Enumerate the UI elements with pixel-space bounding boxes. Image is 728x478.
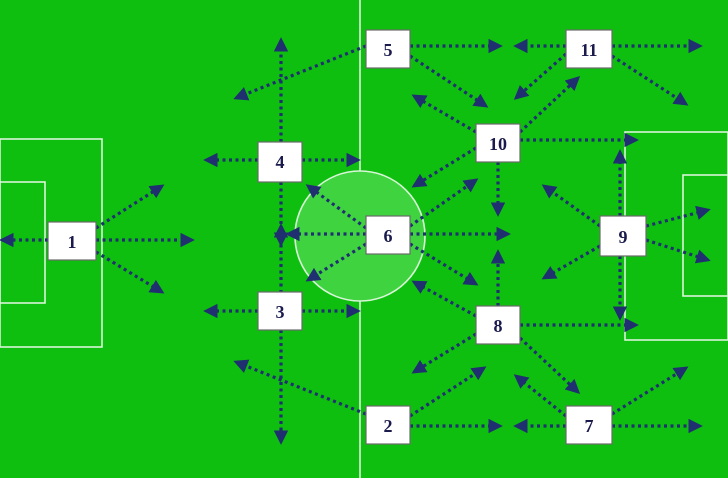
arrow — [645, 205, 711, 228]
player-1-marker: 1 — [47, 221, 97, 261]
player-number: 4 — [276, 152, 285, 172]
player-box — [47, 221, 97, 261]
player-7-marker: 7 — [565, 405, 613, 445]
arrow — [518, 76, 581, 134]
player-9-marker: 9 — [599, 215, 647, 257]
arrow — [513, 52, 568, 100]
player-box — [565, 405, 613, 445]
right-goal-area — [682, 174, 728, 297]
arrow — [411, 146, 477, 188]
arrow — [513, 374, 567, 418]
player-box — [565, 29, 613, 69]
player-box — [257, 141, 303, 183]
player-number: 3 — [276, 302, 285, 322]
player-4-marker: 4 — [257, 141, 303, 183]
left-goal-area — [0, 181, 46, 304]
arrow — [518, 336, 581, 394]
arrow — [409, 54, 489, 108]
player-6-marker: 6 — [365, 215, 411, 255]
player-box — [365, 29, 411, 69]
player-box — [365, 215, 411, 255]
player-5-marker: 5 — [365, 29, 411, 69]
arrow — [305, 242, 367, 282]
player-2-marker: 2 — [365, 405, 411, 445]
arrow — [411, 94, 477, 134]
player-number: 1 — [68, 232, 77, 252]
player-box — [475, 305, 521, 345]
player-box — [599, 215, 647, 257]
player-number: 5 — [384, 40, 393, 60]
arrow — [411, 332, 477, 374]
player-box — [365, 405, 411, 445]
arrow — [541, 184, 601, 228]
movement-arrows — [0, 37, 711, 445]
arrow — [409, 178, 479, 228]
arrow — [409, 366, 487, 418]
arrow — [541, 244, 601, 280]
left-penalty-area — [0, 138, 103, 348]
player-number: 6 — [384, 226, 393, 246]
player-8-marker: 8 — [475, 305, 521, 345]
player-markers: 1 2 3 4 5 6 7 8 — [47, 29, 647, 445]
player-box — [257, 291, 303, 331]
arrow — [411, 280, 477, 318]
player-number: 7 — [585, 416, 594, 436]
player-number: 11 — [580, 40, 597, 60]
player-10-marker: 10 — [475, 123, 521, 163]
player-number: 8 — [494, 316, 503, 336]
arrow — [95, 184, 165, 230]
arrow — [305, 184, 367, 230]
player-number: 10 — [489, 134, 507, 154]
player-number: 2 — [384, 416, 393, 436]
player-box — [475, 123, 521, 163]
arrow — [611, 366, 689, 416]
player-number: 9 — [619, 227, 628, 247]
arrow — [645, 238, 711, 264]
player-11-marker: 11 — [565, 29, 613, 69]
player-3-marker: 3 — [257, 291, 303, 331]
arrow — [611, 54, 689, 106]
